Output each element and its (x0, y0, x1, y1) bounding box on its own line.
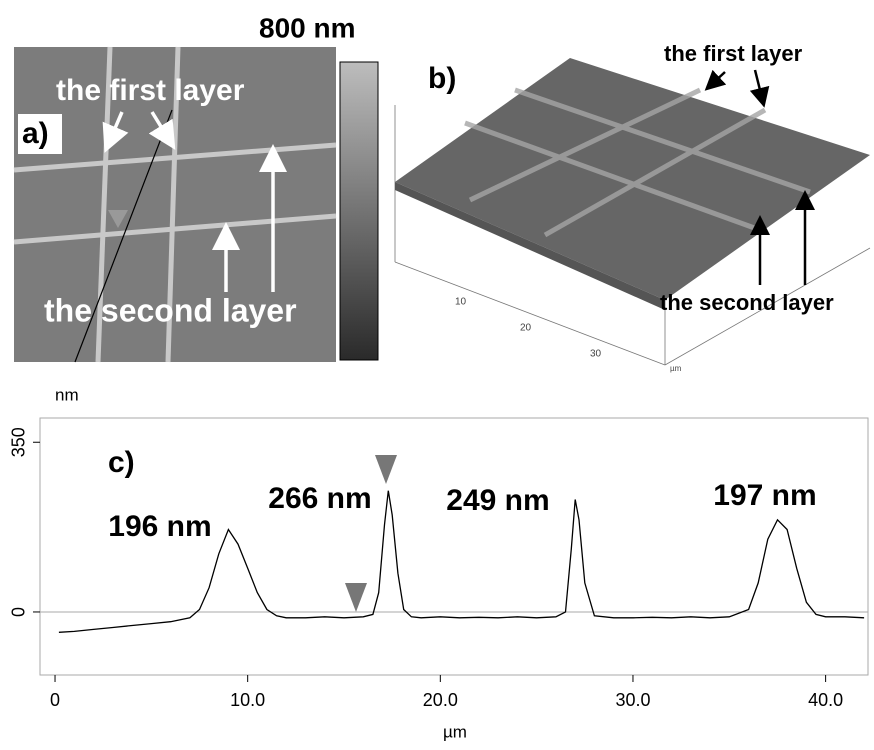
cursor (108, 210, 128, 228)
axis-unit: µm (670, 364, 682, 373)
panel-c: nm µm c) 0 10.0 20.0 30.0 40.0 0 350 196 nm 266 … (9, 385, 869, 741)
plot-frame (39, 417, 869, 676)
panel-label: c) (108, 446, 135, 479)
label: the first layer (664, 41, 803, 66)
scan-line (74, 109, 173, 363)
panel-label: a) (22, 117, 49, 150)
x-tick-label: 10.0 (230, 690, 265, 710)
cursor (345, 583, 367, 612)
peak-label: 249 nm (446, 484, 549, 517)
y-tick-label: 350 (9, 427, 29, 457)
x-tick-label: 20.0 (423, 690, 458, 710)
y-tick-label: 0 (9, 607, 29, 617)
label: the second layer (660, 290, 834, 315)
x-axis-label: µm (443, 722, 467, 741)
label-box (18, 114, 62, 154)
y-axis-label: nm (55, 385, 79, 404)
peak-label: 266 nm (268, 482, 371, 515)
ridges (464, 87, 811, 238)
label: the first layer (56, 74, 245, 107)
arrows (102, 111, 287, 292)
arrows (704, 69, 815, 285)
scale-label: 800 nm (259, 12, 356, 43)
surface (395, 58, 870, 300)
panel-b: b) the first layer the second layer 10 2… (394, 41, 871, 373)
x-tick-label: 40.0 (808, 690, 843, 710)
label: the second layer (44, 292, 297, 328)
axis-tick: 30 (590, 349, 602, 360)
colorbar (339, 61, 379, 361)
peak-label: 196 nm (108, 510, 211, 543)
x-tick-label: 30.0 (615, 690, 650, 710)
panel-label: b) (428, 62, 456, 95)
peak-label: 197 nm (713, 479, 816, 512)
panel-a: the first layer a) the second layer 800 … (13, 12, 379, 363)
surface-side (395, 182, 665, 310)
profile-line (58, 490, 865, 633)
axis-tick: 10 (455, 297, 467, 308)
cursor (375, 455, 397, 484)
axis-tick: 20 (520, 323, 532, 334)
x-tick-label: 0 (50, 690, 60, 710)
